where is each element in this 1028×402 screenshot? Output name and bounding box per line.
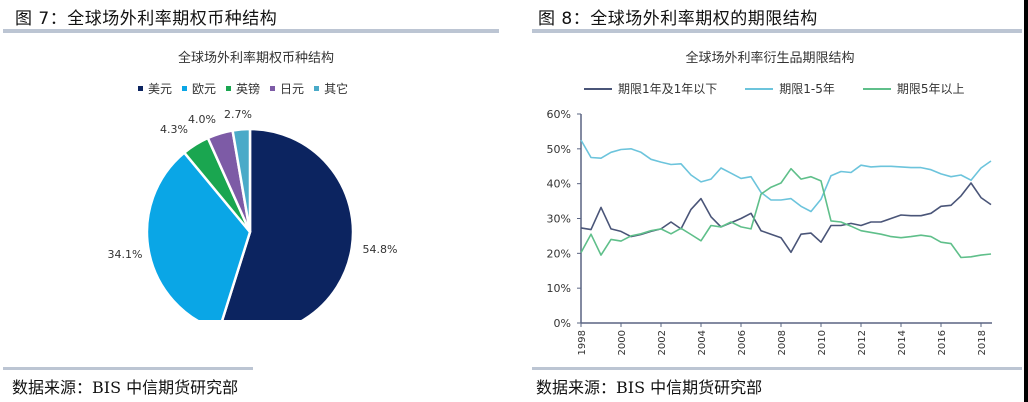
y-tick-label: 20% <box>547 247 571 260</box>
legend-item: 美元 <box>138 80 172 97</box>
legend-label: 期限1-5年 <box>779 82 835 96</box>
source-divider <box>3 367 253 370</box>
slice-label: 2.7% <box>224 108 252 121</box>
line-legend: 期限1年及1年以下 期限1-5年 期限5年以上 <box>584 80 993 97</box>
pie-chart: 54.8% 34.1% 4.3%4.0% 2.7% <box>108 108 398 320</box>
legend-swatch <box>314 86 320 91</box>
y-tick-label: 30% <box>547 213 571 226</box>
pie-legend: 美元 欧元 英镑 日元 其它 <box>138 80 358 97</box>
line-chart: 0% 10% 20% 30% 40% 50% 60% 1998 2000 2002 2004 2006… <box>547 108 992 355</box>
window-edge <box>1024 0 1028 402</box>
x-tick-label: 2006 <box>737 330 748 355</box>
x-tick-label: 2016 <box>937 330 948 355</box>
legend-line <box>745 87 774 90</box>
legend-item: 其它 <box>314 80 348 97</box>
slice-label: 54.8% <box>363 243 398 256</box>
pie-slice <box>231 127 252 233</box>
legend-swatch <box>270 86 276 91</box>
pie-slice <box>145 150 252 320</box>
x-tick-label: 2002 <box>657 330 668 355</box>
legend-label: 其它 <box>324 82 349 96</box>
x-tick-label: 2004 <box>697 330 708 355</box>
series-line <box>580 167 992 259</box>
y-tick-label: 60% <box>547 108 571 121</box>
legend-label: 期限1年及1年以下 <box>618 82 718 96</box>
slice-label: 4.0% <box>188 113 216 126</box>
legend-label: 期限5年以上 <box>896 82 965 96</box>
legend-item: 期限1-5年 <box>745 80 835 97</box>
legend-item: 日元 <box>270 80 304 97</box>
legend-label: 英镑 <box>236 82 261 96</box>
pie-slice <box>220 127 355 320</box>
x-tick-label: 2018 <box>977 330 988 355</box>
left-panel: 图 7：全球场外利率期权币种结构 全球场外利率期权币种结构 美元 欧元 英镑 日元 其它… <box>0 0 512 402</box>
x-tick-label: 2000 <box>617 330 628 355</box>
y-tick-label: 10% <box>547 282 571 295</box>
title-divider <box>532 29 1022 33</box>
series-line <box>580 182 992 254</box>
y-tick-label: 50% <box>547 143 571 156</box>
legend-line <box>862 87 891 90</box>
legend-label: 美元 <box>148 82 173 96</box>
legend-item: 期限5年以上 <box>862 80 965 97</box>
x-tick-label: 2014 <box>897 330 908 355</box>
legend-label: 日元 <box>280 82 305 96</box>
slice-label: 34.1% <box>108 248 143 261</box>
y-tick-label: 40% <box>547 178 571 191</box>
legend-swatch <box>182 86 188 91</box>
data-source: 数据来源：BIS 中信期货研究部 <box>536 378 763 397</box>
x-tick-label: 2010 <box>817 330 828 355</box>
y-tick-label: 0% <box>554 317 571 330</box>
legend-line <box>584 87 612 90</box>
source-divider <box>532 367 1022 370</box>
data-source: 数据来源：BIS 中信期货研究部 <box>12 378 239 397</box>
figure-8-title: 图 8：全球场外利率期权的期限结构 <box>538 9 818 29</box>
title-divider <box>3 29 499 33</box>
legend-label: 欧元 <box>192 82 217 96</box>
line-chart-title: 全球场外利率衍生品期限结构 <box>685 51 855 66</box>
x-tick-label: 2012 <box>857 330 868 355</box>
x-tick-label: 2008 <box>777 330 788 355</box>
figure-7-title: 图 7：全球场外利率期权币种结构 <box>15 9 278 29</box>
legend-item: 欧元 <box>182 80 216 97</box>
legend-swatch <box>226 86 232 91</box>
right-panel: 图 8：全球场外利率期权的期限结构 全球场外利率衍生品期限结构 期限1年及1年以… <box>512 0 1028 402</box>
pie-chart-title: 全球场外利率期权币种结构 <box>177 51 334 66</box>
legend-item: 英镑 <box>226 80 260 97</box>
legend-item: 期限1年及1年以下 <box>584 80 717 97</box>
x-tick-label: 1998 <box>577 330 588 355</box>
slice-label: 4.3% <box>160 123 188 136</box>
legend-swatch <box>138 86 143 91</box>
series-line <box>580 139 992 213</box>
